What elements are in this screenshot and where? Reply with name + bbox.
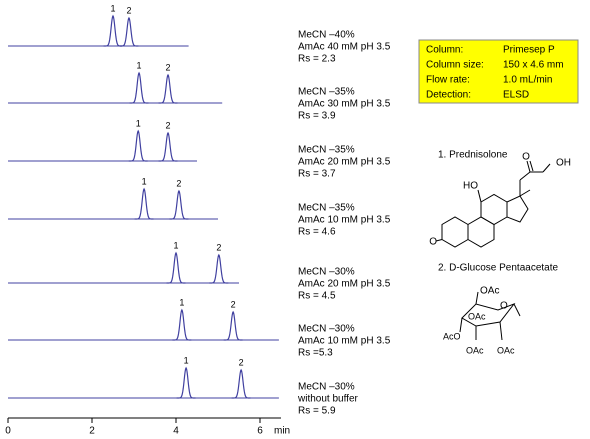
atom-label: OAc [480, 286, 499, 297]
atom-label: OAc [466, 345, 484, 355]
peak-label: 1 [137, 60, 142, 70]
peak [209, 253, 229, 284]
condition-text: MeCN –40% [298, 30, 355, 41]
peak [223, 310, 243, 341]
peak-label: 1 [142, 176, 147, 186]
peak-label: 2 [176, 178, 181, 188]
peak-label: 1 [179, 297, 184, 307]
peak [231, 368, 251, 399]
peak-label: 2 [231, 299, 236, 309]
peak [166, 251, 186, 284]
condition-text: Rs = 4.6 [298, 227, 336, 238]
condition-text: MeCN –35% [298, 87, 355, 98]
peak [128, 129, 148, 162]
x-tick-label: 2 [89, 426, 95, 437]
condition-text: Rs = 2.3 [298, 54, 336, 65]
info-value: Primesep P [503, 45, 555, 56]
peak-label: 1 [136, 118, 141, 128]
condition-text: Rs =5.3 [298, 348, 333, 359]
condition-text: without buffer [297, 394, 359, 405]
x-axis-unit: min [274, 426, 290, 437]
info-key: Flow rate: [426, 75, 470, 86]
condition-text: MeCN –35% [298, 203, 355, 214]
peak-label: 2 [126, 5, 131, 15]
atom-label: O [500, 301, 508, 312]
peak [119, 16, 139, 47]
peak-label: 1 [173, 240, 178, 250]
condition-text: MeCN –35% [298, 145, 355, 156]
peak [158, 131, 178, 162]
peak [176, 366, 196, 399]
info-key: Column: [426, 45, 463, 56]
glucose-structure [459, 291, 521, 341]
condition-text: MeCN –30% [298, 324, 355, 335]
atom-label: OH [556, 158, 571, 169]
x-tick-label: 4 [173, 426, 179, 437]
prednisolone-structure [435, 160, 551, 248]
condition-text: AmAc 10 mM pH 3.5 [298, 336, 391, 347]
info-key: Detection: [426, 90, 471, 101]
x-tick-label: 6 [257, 426, 263, 437]
peak-label: 2 [239, 357, 244, 367]
peak [158, 73, 178, 104]
condition-text: AmAc 20 mM pH 3.5 [298, 279, 391, 290]
peak [169, 189, 189, 220]
condition-text: AmAc 20 mM pH 3.5 [298, 157, 391, 168]
condition-text: AmAc 30 mM pH 3.5 [298, 99, 391, 110]
peak-label: 1 [110, 3, 115, 13]
condition-text: Rs = 5.9 [298, 406, 336, 417]
x-tick-label: 0 [5, 426, 11, 437]
info-box [418, 39, 579, 104]
info-value: 1.0 mL/min [503, 75, 552, 86]
compound-label: 1. Prednisolone [438, 150, 508, 161]
info-key: Column size: [426, 60, 484, 71]
atom-label: O [522, 152, 530, 163]
atom-label: HO [463, 181, 478, 192]
condition-text: Rs = 3.9 [298, 111, 336, 122]
atom-label: OAc [468, 311, 486, 321]
atom-label: AcO [443, 331, 461, 341]
peak [134, 187, 154, 220]
condition-text: AmAc 10 mM pH 3.5 [298, 215, 391, 226]
info-value: ELSD [503, 90, 529, 101]
info-value: 150 x 4.6 mm [503, 60, 564, 71]
atom-label: O [429, 237, 437, 248]
peak-label: 2 [166, 62, 171, 72]
peak-label: 1 [184, 355, 189, 365]
condition-text: Rs = 4.5 [298, 291, 336, 302]
peak [129, 71, 149, 104]
condition-text: Rs = 3.7 [298, 169, 336, 180]
peak-label: 2 [166, 120, 171, 130]
atom-label: OAc [497, 345, 515, 355]
peak [103, 14, 123, 47]
condition-text: MeCN –30% [298, 267, 355, 278]
peak-label: 2 [216, 242, 221, 252]
condition-text: MeCN –30% [298, 382, 355, 393]
peak [172, 308, 192, 341]
compound-label: 2. D-Glucose Pentaacetate [438, 263, 559, 274]
condition-text: AmAc 40 mM pH 3.5 [298, 42, 391, 53]
